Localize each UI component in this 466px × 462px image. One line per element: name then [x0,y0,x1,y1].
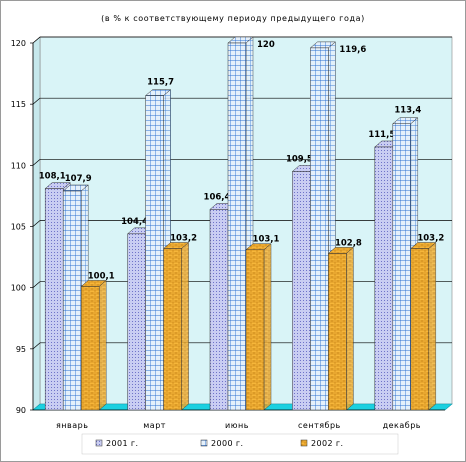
data-label-series-2002-4: 103,2 [417,234,444,244]
bar-series-2002-2 [245,243,272,411]
data-label-series-2000-4: 113,4 [394,106,421,116]
legend-box [81,433,399,455]
gridline-side [32,281,41,288]
y-tick-label: 100 [11,284,26,293]
data-label-series-2000-3: 119,6 [339,45,366,55]
legend-label: 2002 г. [311,439,343,448]
data-label-series-2001-4: 111,5 [368,130,395,140]
bar-series-2002-4 [410,241,437,411]
bar-series-2002-1 [162,241,190,411]
data-label-series-2000-2: 120 [257,40,275,50]
x-tick-label-2: июнь [225,421,249,430]
gridline-side [32,159,41,166]
data-label-series-2001-0: 108,1 [39,172,66,182]
gridline-side [32,36,41,44]
chart-subtitle: (в % к соответствующему периоду предыдущ… [101,14,365,23]
legend-label: 2001 г. [106,439,138,448]
y-tick-label: 90 [16,406,26,415]
bar-series-2002-0 [80,279,107,411]
data-label-series-2001-2: 106,4 [204,192,231,202]
data-label-series-2000-1: 115,7 [147,78,174,88]
legend-label: 2000 г. [211,439,243,448]
legend-swatch [300,439,308,447]
gridline-side [32,342,41,350]
data-label-series-2001-3: 109,5 [286,154,313,164]
data-label-series-2000-0: 107,9 [65,174,92,184]
y-tick-label: 95 [16,345,26,354]
legend-item-series-2001: 2001 г. [95,439,138,448]
data-label-series-2002-1: 103,2 [170,234,197,244]
y-tick-label: 105 [11,223,26,232]
legend-swatch [95,439,103,447]
data-label-series-2001-1: 104,4 [121,217,148,227]
x-tick-label-0: январь [56,421,88,430]
data-label-series-2002-3: 102,8 [335,238,362,248]
data-label-series-2002-2: 103,1 [253,235,280,245]
x-tick-label-3: сентябрь [298,421,341,430]
legend-swatch [200,439,208,447]
legend-item-series-2002: 2002 г. [300,439,343,448]
legend-item-series-2000: 2000 г. [200,439,243,448]
y-tick-label: 120 [11,39,26,48]
y-tick-label: 110 [11,161,26,170]
data-label-series-2002-0: 100,1 [88,271,115,281]
bar-series-2002-3 [327,246,355,411]
gridline-side [32,97,41,105]
x-tick-label-4: декабрь [383,421,421,430]
y-tick-label: 115 [11,100,26,109]
gridline-side [32,220,41,227]
x-tick-label-1: март [143,421,166,430]
